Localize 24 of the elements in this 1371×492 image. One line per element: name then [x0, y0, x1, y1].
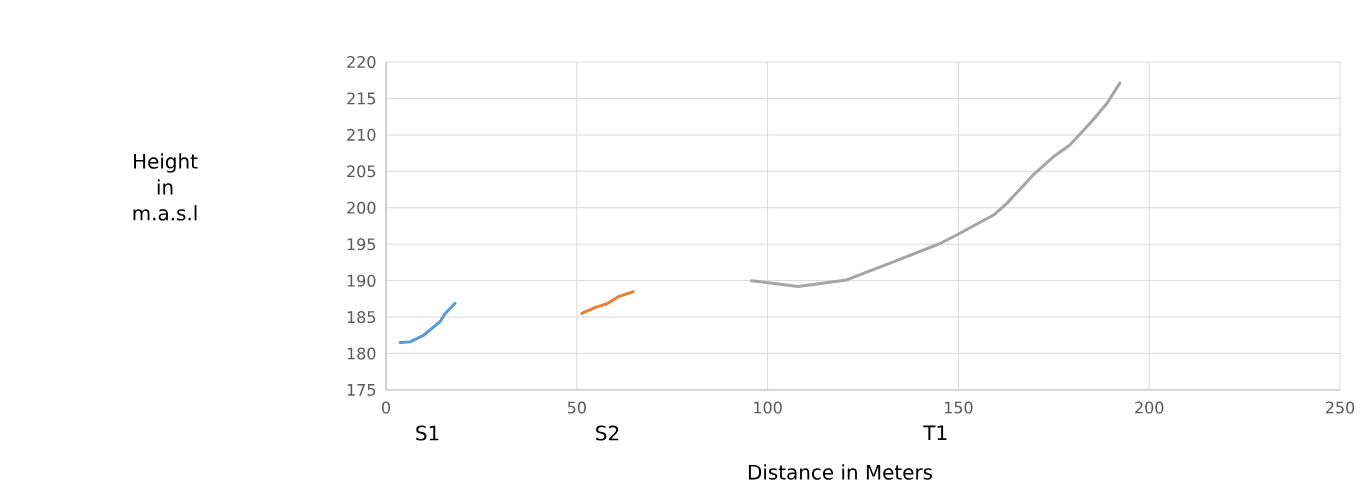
text: S1	[416, 425, 439, 441]
y-tick-label: 190	[347, 274, 376, 287]
x-tick-label: 0	[381, 401, 391, 414]
y-tick-label: 205	[347, 165, 376, 178]
line-series	[398, 301, 457, 345]
y-tick-label: 215	[347, 92, 376, 105]
line-series	[580, 290, 635, 315]
y-tick-label: 210	[347, 128, 376, 141]
y-tick-label: 195	[347, 238, 376, 251]
text: Height in m.a.s.l	[133, 153, 198, 221]
x-tick-label: 50	[567, 401, 586, 414]
y-tick-label: 175	[347, 384, 376, 396]
y-tick-label: 200	[347, 201, 376, 214]
x-tick-label: 250	[1325, 401, 1355, 414]
y-tick-label: 185	[347, 311, 376, 324]
x-tick-label: 150	[944, 401, 973, 414]
x-axis-title: Distance in Meters	[748, 464, 933, 480]
text: T1	[923, 425, 947, 441]
text: S2	[596, 425, 619, 441]
line-series	[750, 81, 1122, 288]
x-tick-label: 200	[1135, 401, 1164, 414]
x-tick-label: 100	[754, 401, 782, 414]
y-tick-label: 180	[347, 347, 376, 360]
y-tick-label: 220	[347, 55, 376, 69]
